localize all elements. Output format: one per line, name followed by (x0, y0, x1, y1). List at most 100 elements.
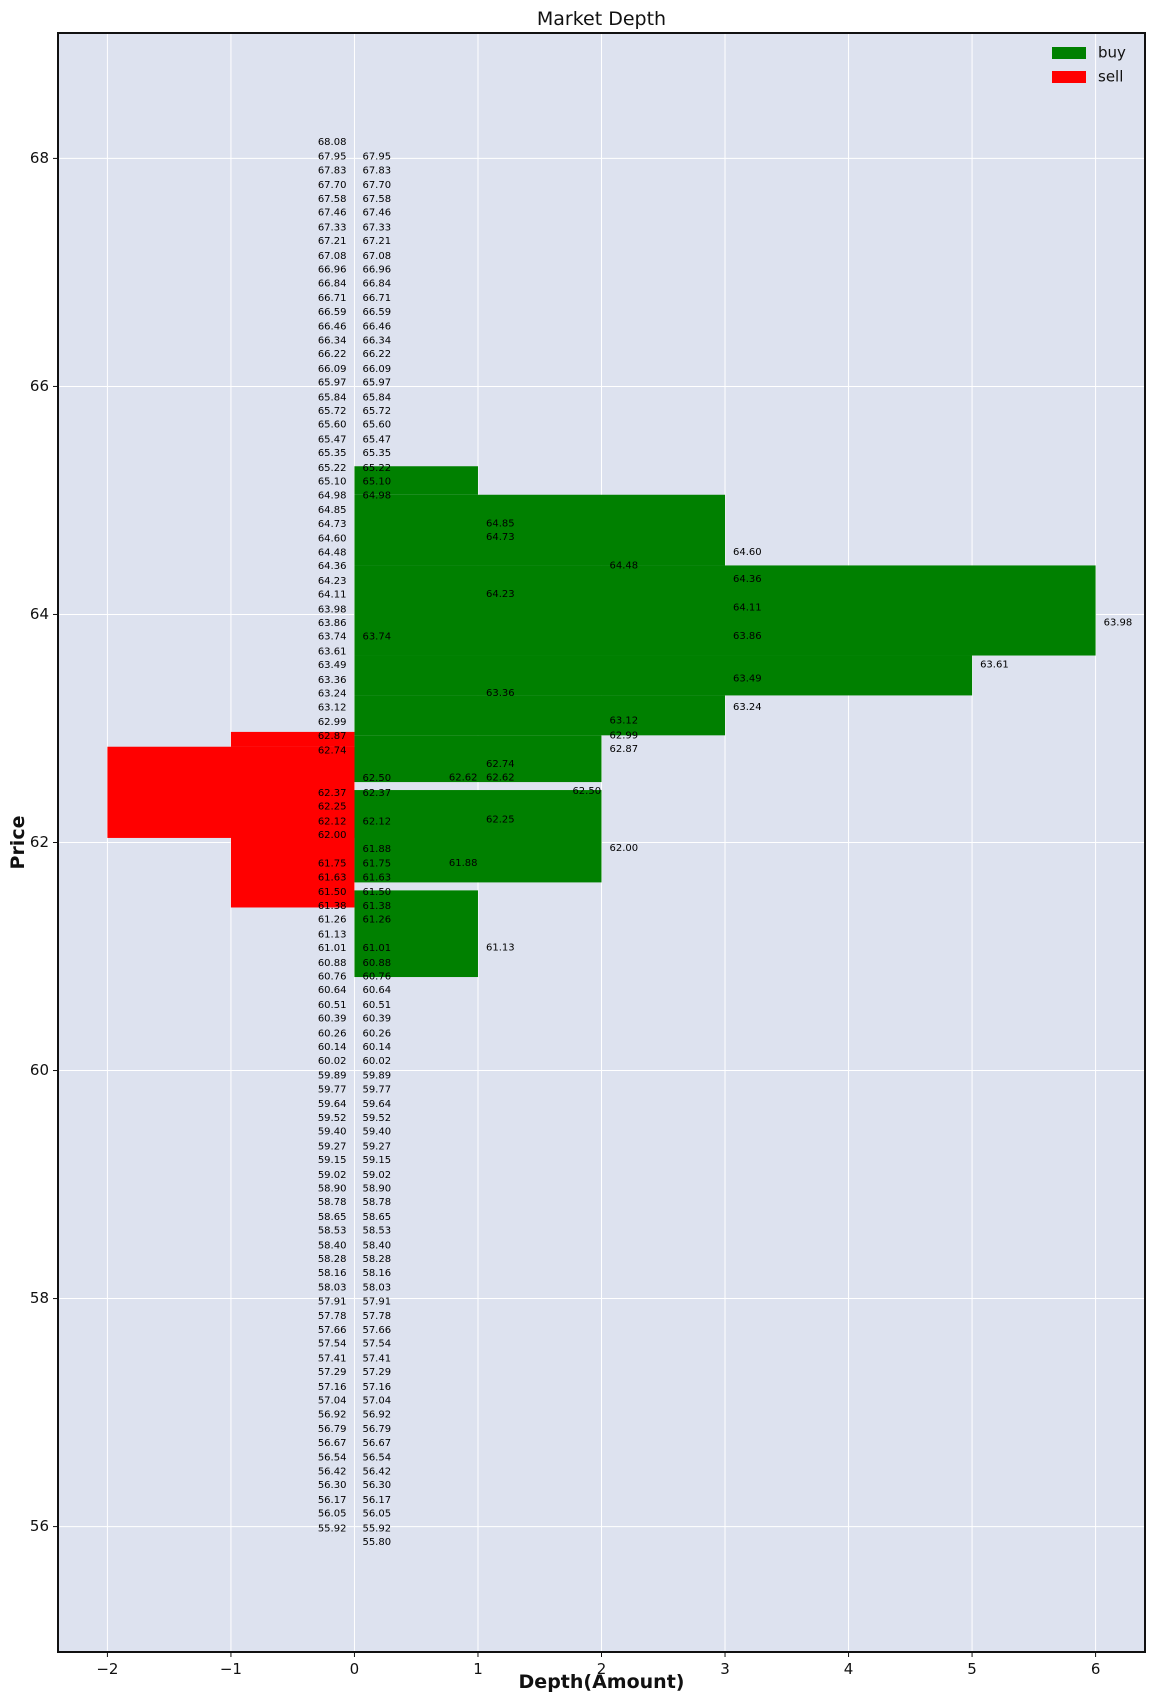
price-label-right: 58.16 (362, 1268, 391, 1279)
price-label-left: 66.84 (318, 278, 347, 289)
price-label-left: 66.59 (318, 307, 347, 318)
price-label-right: 65.35 (362, 448, 391, 459)
price-label-left: 63.36 (318, 675, 347, 686)
price-label-depth: 62.62 (449, 773, 478, 784)
price-label-right: 55.80 (362, 1537, 391, 1548)
price-label-right: 62.37 (362, 788, 391, 799)
price-label-right: 56.42 (362, 1466, 391, 1477)
price-label-left: 65.84 (318, 392, 347, 403)
price-label-left: 65.72 (318, 406, 347, 417)
x-tick-label: 5 (967, 1660, 977, 1678)
price-label-right: 56.79 (362, 1424, 391, 1435)
price-label-left: 64.73 (318, 519, 347, 530)
price-label-right: 66.84 (362, 278, 391, 289)
price-label-right: 63.74 (362, 632, 391, 643)
price-label-right: 56.05 (362, 1508, 391, 1519)
price-label-right: 66.34 (362, 335, 391, 346)
sell-bar (107, 746, 355, 838)
price-label-left: 58.40 (318, 1241, 347, 1252)
price-label-right: 66.09 (362, 364, 391, 375)
price-label-right: 58.65 (362, 1212, 391, 1223)
price-label-depth: 61.13 (486, 942, 515, 953)
price-label-right: 59.77 (362, 1084, 391, 1095)
price-label-right: 62.50 (362, 773, 391, 784)
price-label-right: 56.17 (362, 1495, 391, 1506)
price-annotations: 68.08 67.95 67.83 67.70 67.58 67.46 67.33 67.21… (318, 137, 1132, 1548)
price-label-left: 65.97 (318, 377, 347, 388)
price-label-left: 61.01 (318, 943, 347, 954)
price-label-depth: 62.00 (610, 843, 639, 854)
price-label-right: 65.97 (362, 377, 391, 388)
x-axis-ticks: −2 −1 0 1 2 3 4 5 6 (96, 1652, 1100, 1678)
price-label-right: 59.89 (362, 1071, 391, 1082)
x-tick-label: 1 (473, 1660, 483, 1678)
price-label-right: 61.38 (362, 901, 391, 912)
price-label-right: 57.41 (362, 1353, 391, 1364)
price-label-right: 57.29 (362, 1367, 391, 1378)
price-label-right: 60.26 (362, 1028, 391, 1039)
y-tick-label: 60 (30, 1061, 49, 1079)
price-label-right: 66.46 (362, 322, 391, 333)
price-label-left: 64.98 (318, 490, 347, 501)
price-label-right: 58.03 (362, 1283, 391, 1294)
price-label-right: 61.63 (362, 872, 391, 883)
price-label-left: 65.47 (318, 434, 347, 445)
legend-swatch-sell (1052, 71, 1086, 83)
price-label-right: 65.72 (362, 406, 391, 417)
price-label-right: 59.02 (362, 1170, 391, 1181)
price-label-right: 67.58 (362, 194, 391, 205)
price-label-left: 61.38 (318, 901, 347, 912)
price-label-left: 56.30 (318, 1480, 347, 1491)
price-label-depth: 62.74 (486, 759, 515, 770)
price-label-right: 64.98 (362, 490, 391, 501)
x-tick-label: 6 (1091, 1660, 1101, 1678)
price-label-left: 59.02 (318, 1170, 347, 1181)
x-tick-label: 3 (720, 1660, 730, 1678)
price-label-right: 65.22 (362, 463, 391, 474)
price-label-right: 59.27 (362, 1141, 391, 1152)
price-label-left: 66.71 (318, 293, 347, 304)
price-label-right: 61.01 (362, 943, 391, 954)
price-label-right: 62.12 (362, 816, 391, 827)
price-label-right: 58.53 (362, 1226, 391, 1237)
buy-bar (354, 890, 478, 978)
price-label-left: 57.04 (318, 1396, 347, 1407)
price-label-left: 57.66 (318, 1325, 347, 1336)
price-label-left: 63.12 (318, 702, 347, 713)
price-label-right: 61.75 (362, 859, 391, 870)
price-label-left: 60.51 (318, 1000, 347, 1011)
x-tick-label: 0 (350, 1660, 360, 1678)
price-label-depth: 62.25 (486, 815, 515, 826)
price-label-right: 67.46 (362, 208, 391, 219)
price-label-left: 59.40 (318, 1127, 347, 1138)
price-label-left: 62.87 (318, 731, 347, 742)
price-label-right: 65.10 (362, 477, 391, 488)
price-label-depth: 62.50 (572, 786, 601, 797)
price-label-left: 60.14 (318, 1042, 347, 1053)
price-label-left: 67.58 (318, 194, 347, 205)
price-label-left: 56.42 (318, 1466, 347, 1477)
price-label-right: 60.51 (362, 1000, 391, 1011)
price-label-right: 59.40 (362, 1127, 391, 1138)
price-label-left: 64.11 (318, 590, 347, 601)
price-label-left: 67.08 (318, 251, 347, 262)
price-label-depth: 62.62 (486, 773, 515, 784)
price-label-depth: 63.49 (733, 673, 762, 684)
price-label-left: 67.21 (318, 236, 347, 247)
price-label-right: 67.70 (362, 180, 391, 191)
price-label-right: 58.78 (362, 1197, 391, 1208)
price-label-left: 67.46 (318, 208, 347, 219)
price-label-right: 67.95 (362, 152, 391, 163)
price-label-left: 63.49 (318, 660, 347, 671)
buy-bar (354, 494, 726, 566)
price-label-left: 66.34 (318, 335, 347, 346)
price-label-left: 64.23 (318, 576, 347, 587)
price-label-left: 64.48 (318, 547, 347, 558)
y-tick-label: 62 (30, 833, 49, 851)
price-label-left: 61.26 (318, 914, 347, 925)
price-label-left: 66.09 (318, 364, 347, 375)
sell-bar (230, 731, 355, 747)
price-label-left: 58.65 (318, 1212, 347, 1223)
y-tick-label: 68 (30, 149, 49, 167)
price-label-left: 66.22 (318, 349, 347, 360)
